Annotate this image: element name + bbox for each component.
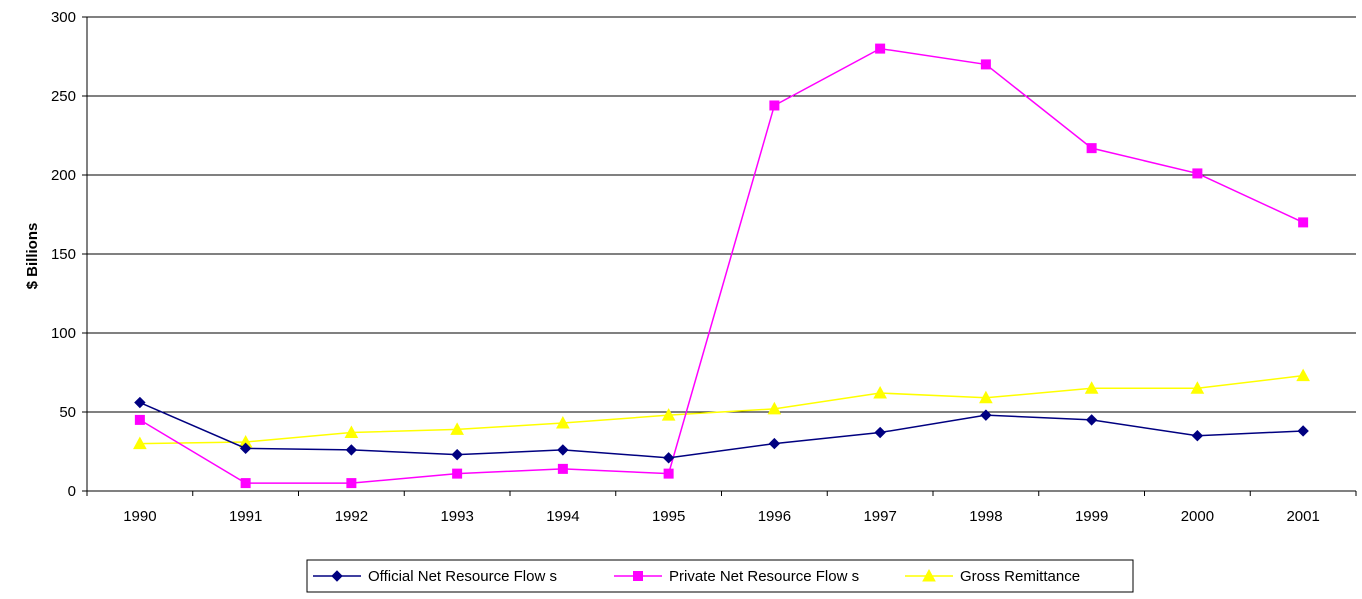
y-tick-label: 50: [59, 404, 76, 421]
data-point-0-0: [134, 396, 146, 409]
y-tick-label: 150: [51, 246, 76, 263]
data-point-0-3: [451, 448, 463, 461]
x-tick-label: 1997: [863, 508, 896, 525]
data-point-2-9: [1084, 381, 1099, 394]
data-point-0-2: [345, 444, 358, 456]
data-point-2-6: [767, 401, 782, 415]
data-point-0-9: [1085, 414, 1098, 426]
data-point-2-0: [133, 436, 147, 450]
data-point-0-4: [557, 444, 569, 456]
gridlines: [87, 16, 1356, 413]
data-point-0-1: [239, 442, 252, 455]
legend-marker: [922, 568, 936, 582]
legend-label: Private Net Resource Flow s: [669, 568, 859, 585]
series: [133, 43, 1310, 489]
series-line-2: [139, 374, 1304, 445]
data-point-1-0: [134, 414, 145, 425]
data-point-0-10: [1191, 429, 1204, 442]
x-tick-label: 1998: [969, 508, 1002, 525]
y-tick-label: 250: [51, 88, 76, 105]
data-point-0-6: [768, 437, 781, 450]
data-point-2-3: [450, 422, 464, 435]
series-2: [133, 368, 1310, 450]
data-point-1-3: [452, 468, 463, 479]
data-point-2-7: [873, 385, 887, 399]
x-tick-label: 2000: [1181, 508, 1214, 525]
data-point-2-5: [661, 408, 676, 421]
y-tick-label: 100: [51, 325, 76, 342]
legend-item-2: Gross Remittance: [905, 568, 1080, 585]
series-1: [134, 43, 1309, 489]
data-point-1-6: [769, 100, 780, 111]
y-tick-labels: 0 50 100 150 200 250 300: [51, 9, 76, 500]
data-point-1-10: [1192, 168, 1203, 179]
data-point-0-5: [662, 452, 675, 464]
y-tick-label: 300: [51, 9, 76, 26]
data-point-1-9: [1086, 143, 1097, 154]
data-point-0-11: [1297, 425, 1309, 437]
series-0: [134, 396, 1309, 464]
y-axis-title: $ Billions: [24, 223, 41, 290]
data-point-1-8: [980, 59, 991, 70]
axes: [82, 16, 1357, 496]
x-tick-label: 1999: [1075, 508, 1108, 525]
data-point-2-2: [344, 425, 359, 439]
y-tick-label: 0: [68, 483, 76, 500]
x-tick-label: 1994: [546, 508, 579, 525]
data-point-2-8: [979, 390, 993, 404]
data-point-0-7: [874, 426, 886, 439]
x-tick-label: 1990: [123, 508, 156, 525]
legend-item-1: Private Net Resource Flow s: [614, 568, 859, 585]
x-tick-label: 1991: [229, 508, 262, 525]
data-point-2-10: [1190, 381, 1205, 394]
legend-item-0: Official Net Resource Flow s: [313, 568, 557, 585]
legend-box: [306, 559, 1134, 593]
x-tick-label: 1995: [652, 508, 685, 525]
data-point-2-11: [1296, 368, 1310, 382]
data-point-1-7: [875, 43, 886, 54]
x-tick-label: 1993: [440, 508, 473, 525]
x-tick-labels: 1990 1991 1992 1993 1994 1995 1996 1997 1998 1999…: [123, 508, 1320, 525]
data-point-1-2: [346, 478, 357, 489]
x-tick-label: 2001: [1286, 508, 1319, 525]
x-tick-label: 1996: [758, 508, 791, 525]
legend: Official Net Resource Flow s Private Net …: [306, 559, 1134, 593]
data-point-1-4: [557, 463, 568, 474]
series-line-0: [139, 401, 1304, 459]
legend-label: Gross Remittance: [960, 568, 1080, 585]
legend-label: Official Net Resource Flow s: [368, 568, 557, 585]
data-point-0-8: [980, 409, 992, 421]
data-point-1-1: [240, 478, 251, 489]
y-tick-label: 200: [51, 167, 76, 184]
data-point-1-11: [1298, 217, 1309, 228]
data-point-1-5: [663, 468, 674, 479]
series-line-1: [139, 47, 1304, 484]
legend-marker: [331, 570, 343, 582]
legend-marker: [633, 571, 643, 581]
data-point-2-4: [556, 416, 570, 429]
x-tick-label: 1992: [335, 508, 368, 525]
